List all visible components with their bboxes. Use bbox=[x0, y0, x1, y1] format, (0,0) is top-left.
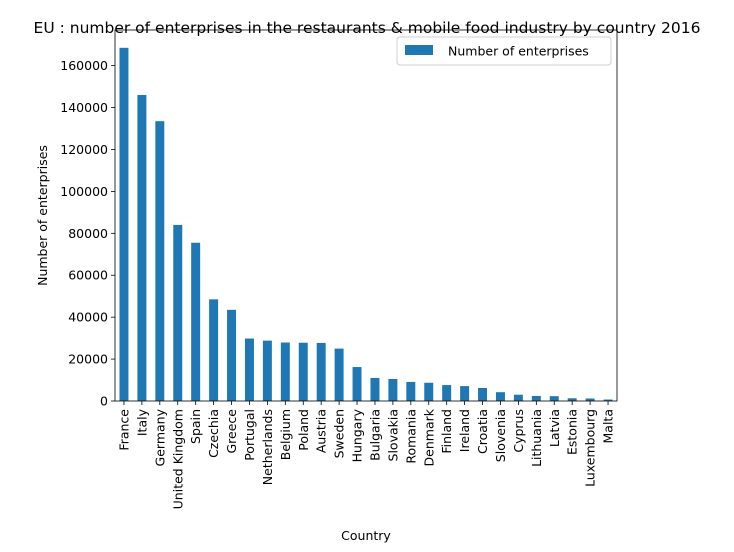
bar-czechia bbox=[209, 299, 219, 401]
legend-box bbox=[396, 36, 612, 66]
x-tick-label: Italy bbox=[134, 408, 149, 436]
x-tick-label: Slovenia bbox=[493, 409, 508, 462]
y-tick-label: 100000 bbox=[60, 184, 108, 199]
bar-netherlands bbox=[262, 340, 272, 401]
x-tick-label: Greece bbox=[224, 409, 239, 454]
bar-bulgaria bbox=[370, 377, 380, 401]
x-tick-label: Slovakia bbox=[385, 409, 400, 461]
y-tick-label: 120000 bbox=[60, 142, 108, 157]
x-tick-label: Croatia bbox=[475, 409, 490, 454]
x-tick-label: Lithuania bbox=[529, 409, 544, 467]
bar-germany bbox=[155, 121, 165, 401]
bar-slovenia bbox=[495, 392, 505, 401]
bar-denmark bbox=[424, 382, 434, 401]
legend-swatch bbox=[405, 45, 433, 55]
x-tick-label: Czechia bbox=[206, 409, 221, 458]
bar-spain bbox=[191, 242, 201, 401]
bar-sweden bbox=[334, 348, 344, 401]
bar-luxembourg bbox=[585, 398, 595, 401]
x-tick-label: France bbox=[116, 409, 131, 451]
bar-austria bbox=[316, 342, 326, 401]
x-tick-label: Portugal bbox=[242, 409, 257, 461]
x-tick-label: Romania bbox=[403, 409, 418, 464]
x-tick-label: United Kingdom bbox=[170, 409, 185, 509]
bar-poland bbox=[298, 342, 308, 401]
bar-portugal bbox=[244, 338, 254, 401]
x-tick-label: Denmark bbox=[421, 408, 436, 466]
legend: Number of enterprises bbox=[396, 36, 612, 66]
y-axis-label: Number of enterprises bbox=[35, 145, 50, 286]
legend-entry: Number of enterprises bbox=[448, 44, 589, 59]
y-axis: 0 20000 40000 60000 80000 100000 120000 140000 1… bbox=[60, 58, 115, 409]
x-tick-label: Latvia bbox=[547, 409, 562, 447]
x-tick-label: Sweden bbox=[332, 409, 347, 458]
bar-malta bbox=[603, 399, 613, 401]
bar-italy bbox=[137, 94, 147, 401]
y-tick-label: 60000 bbox=[68, 268, 108, 283]
bar-france bbox=[119, 47, 129, 402]
x-axis-label: Country bbox=[341, 528, 391, 543]
bar-croatia bbox=[478, 388, 488, 401]
bar-romania bbox=[406, 381, 416, 401]
chart-title: EU : number of enterprises in the restau… bbox=[34, 19, 701, 37]
bar-hungary bbox=[352, 367, 362, 401]
x-tick-label: Ireland bbox=[457, 409, 472, 452]
x-tick-label: Cyprus bbox=[511, 409, 526, 453]
x-tick-label: Bulgaria bbox=[367, 409, 382, 461]
bar-belgium bbox=[280, 342, 290, 401]
y-tick-label: 40000 bbox=[68, 310, 108, 325]
x-tick-label: Malta bbox=[601, 409, 616, 443]
x-tick-label: Finland bbox=[439, 409, 454, 454]
x-tick-label: Austria bbox=[314, 409, 329, 453]
bar-cyprus bbox=[513, 394, 523, 401]
bars-group bbox=[119, 47, 613, 402]
bar-united-kingdom bbox=[173, 224, 183, 401]
x-tick-label: Poland bbox=[296, 409, 311, 451]
bar-estonia bbox=[567, 398, 577, 401]
x-tick-label: Estonia bbox=[565, 409, 580, 455]
x-tick-label: Germany bbox=[152, 408, 167, 466]
bar-ireland bbox=[460, 386, 470, 401]
x-axis: France Italy Germany United Kingdom Spain Cze… bbox=[116, 401, 616, 509]
x-tick-label: Hungary bbox=[350, 408, 365, 462]
y-tick-label: 160000 bbox=[60, 58, 108, 73]
bar-finland bbox=[442, 385, 452, 401]
plot-frame bbox=[114, 29, 618, 402]
y-tick-label: 20000 bbox=[68, 352, 108, 367]
x-tick-label: Luxembourg bbox=[583, 409, 598, 487]
x-tick-label: Belgium bbox=[278, 409, 293, 460]
bar-lithuania bbox=[531, 395, 541, 401]
x-tick-label: Spain bbox=[188, 409, 203, 444]
y-tick-label: 140000 bbox=[60, 100, 108, 115]
x-tick-label: Netherlands bbox=[260, 409, 275, 485]
y-tick-label: 80000 bbox=[68, 226, 108, 241]
bar-latvia bbox=[549, 396, 559, 401]
bar-greece bbox=[227, 309, 237, 401]
y-tick-label: 0 bbox=[100, 394, 108, 409]
bar-slovakia bbox=[388, 378, 398, 401]
